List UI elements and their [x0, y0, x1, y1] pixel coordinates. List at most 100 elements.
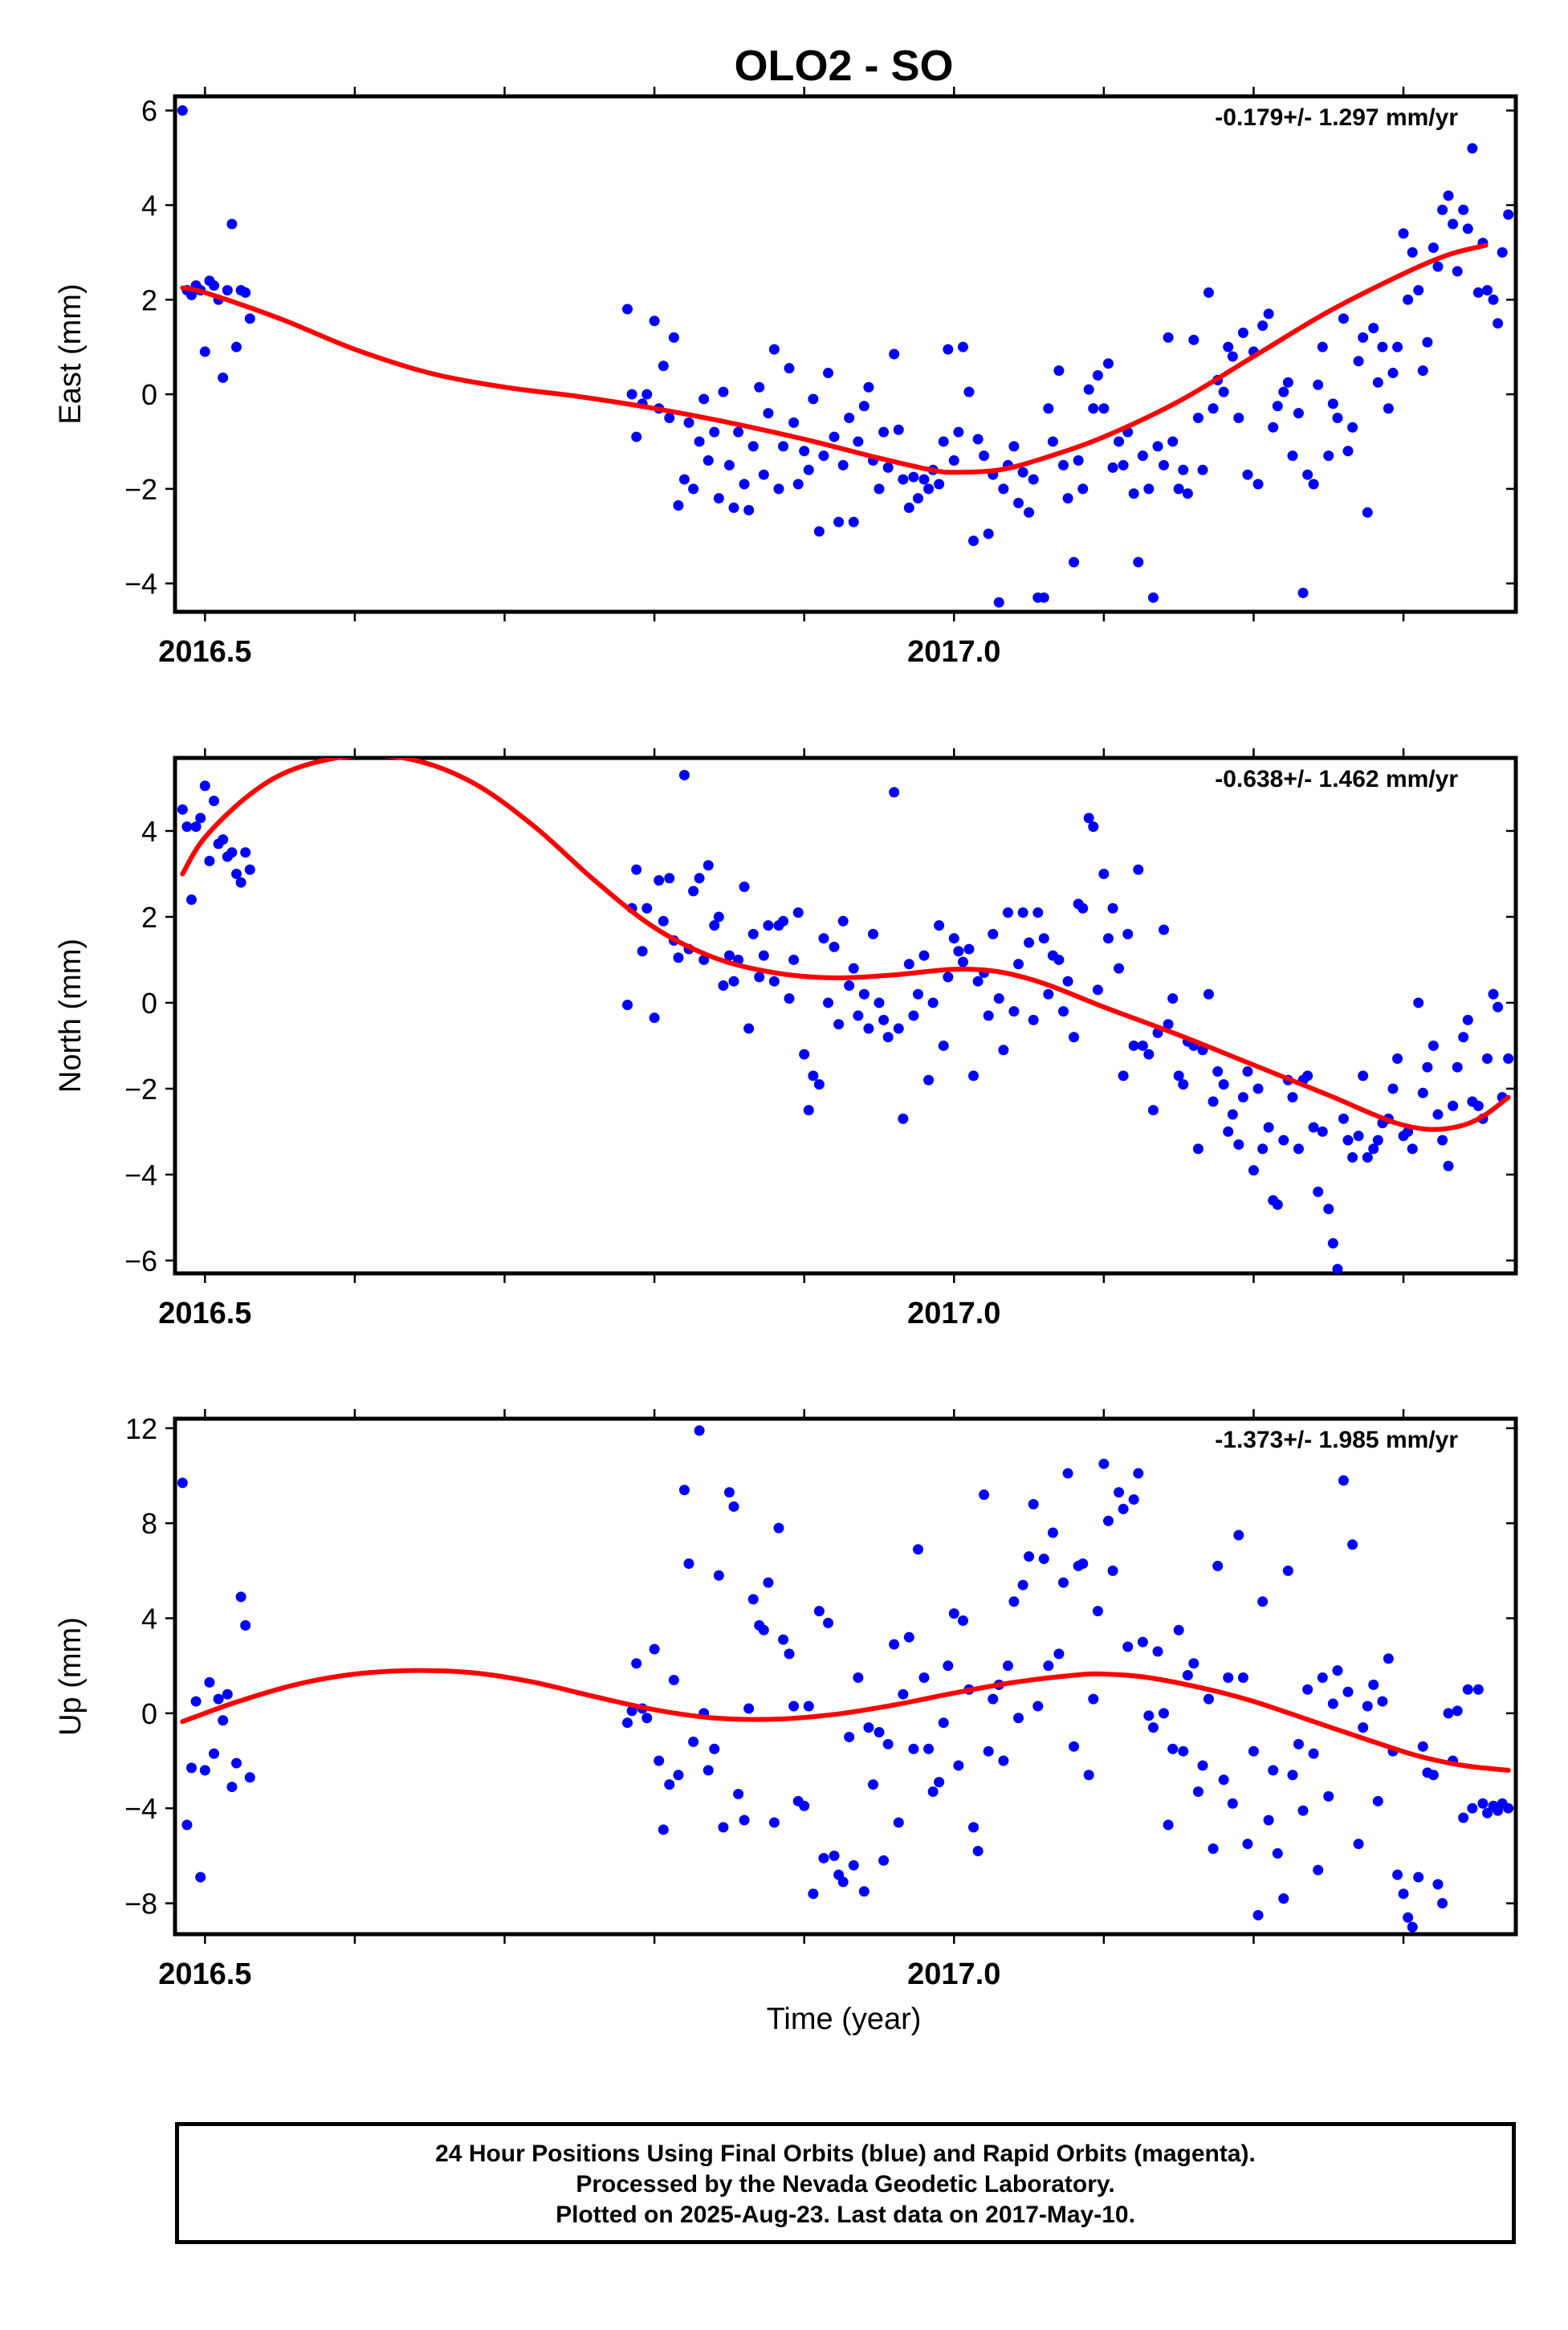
data-point	[784, 1648, 795, 1660]
data-point	[718, 1822, 729, 1833]
data-point	[181, 821, 193, 833]
data-point	[1362, 1701, 1373, 1712]
data-point	[1317, 341, 1328, 352]
data-point	[788, 954, 800, 965]
data-point	[678, 1485, 690, 1496]
data-point	[844, 1731, 855, 1742]
data-point	[218, 1715, 229, 1726]
y-tick-label: −2	[124, 1073, 157, 1106]
data-point	[1257, 1596, 1269, 1607]
footer-line-2: Processed by the Nevada Geodetic Laborat…	[576, 2171, 1115, 2198]
data-point	[1248, 1165, 1259, 1176]
data-point	[209, 280, 220, 291]
data-point	[1013, 959, 1024, 970]
data-point	[968, 1822, 979, 1833]
data-point	[1413, 284, 1424, 295]
data-point	[1143, 1710, 1155, 1721]
data-point	[1069, 556, 1080, 568]
data-point	[1077, 902, 1089, 914]
data-point	[1353, 356, 1364, 367]
y-tick-label: 2	[141, 283, 157, 316]
data-point	[678, 769, 690, 780]
data-point	[1008, 441, 1020, 452]
data-point	[1218, 1079, 1229, 1090]
data-point	[1422, 1061, 1433, 1073]
data-point	[1372, 1795, 1383, 1807]
data-point	[1203, 1693, 1214, 1705]
data-point	[898, 1113, 909, 1124]
y-tick-label: −8	[124, 1888, 157, 1921]
data-point	[1358, 332, 1369, 343]
y-tick-label: −4	[124, 1159, 157, 1191]
data-point	[1083, 384, 1094, 395]
data-point	[1252, 1083, 1264, 1094]
y-tick-label: −4	[124, 1792, 157, 1825]
data-point	[664, 873, 675, 884]
data-point	[1043, 403, 1054, 414]
data-point	[1118, 459, 1129, 470]
data-point	[934, 1777, 945, 1788]
data-point	[1452, 1061, 1463, 1073]
data-point	[658, 1824, 669, 1835]
x-axis-label: Time (year)	[767, 2002, 922, 2036]
data-point	[863, 1023, 874, 1034]
data-point	[1163, 1819, 1174, 1831]
data-point	[1223, 1672, 1234, 1683]
data-point	[1368, 1679, 1379, 1690]
data-point	[953, 426, 964, 438]
data-point	[1448, 218, 1459, 230]
data-point	[908, 1743, 919, 1754]
data-point	[728, 1501, 739, 1512]
data-point	[743, 1023, 755, 1034]
data-point	[1013, 498, 1024, 509]
data-point	[1432, 261, 1444, 272]
data-point	[1332, 413, 1343, 424]
data-point	[803, 464, 814, 475]
data-point	[938, 1717, 949, 1729]
data-point	[823, 997, 834, 1008]
data-point	[1147, 592, 1159, 603]
data-point	[1263, 308, 1274, 320]
data-point	[1208, 1096, 1219, 1107]
data-point	[1242, 469, 1253, 480]
data-point	[1248, 1745, 1259, 1757]
data-point	[622, 1000, 633, 1011]
data-point	[758, 1624, 769, 1635]
data-point	[626, 1705, 637, 1717]
data-point	[723, 950, 735, 961]
data-point	[1327, 398, 1338, 409]
data-point	[1308, 1748, 1319, 1759]
data-point	[177, 1477, 188, 1489]
data-point	[1407, 1143, 1418, 1155]
data-point	[1212, 1560, 1224, 1571]
data-point	[938, 436, 949, 447]
data-point	[829, 431, 840, 442]
data-point	[882, 1032, 894, 1043]
data-point	[1083, 1770, 1094, 1781]
data-point	[694, 1425, 705, 1436]
data-point	[658, 915, 669, 927]
data-point	[1002, 1660, 1013, 1672]
data-point	[1287, 1770, 1298, 1781]
rate-label: -0.638+/- 1.462 mm/yr	[1215, 766, 1458, 792]
data-point	[694, 873, 705, 884]
data-point	[833, 1019, 845, 1030]
data-point	[1227, 1798, 1238, 1809]
data-point	[993, 993, 1004, 1004]
data-point	[226, 1782, 238, 1793]
data-point	[240, 287, 251, 298]
data-point	[226, 847, 238, 858]
data-point	[829, 941, 840, 952]
data-point	[728, 502, 739, 513]
data-point	[927, 997, 939, 1008]
data-point	[626, 389, 637, 400]
data-point	[788, 417, 800, 428]
data-point	[226, 218, 238, 230]
data-point	[1024, 937, 1035, 948]
data-point	[1398, 1888, 1409, 1900]
y-axis-label: North (mm)	[54, 939, 88, 1093]
data-point	[972, 434, 984, 445]
data-point	[808, 1888, 819, 1900]
data-point	[1133, 864, 1144, 875]
data-point	[882, 462, 894, 473]
